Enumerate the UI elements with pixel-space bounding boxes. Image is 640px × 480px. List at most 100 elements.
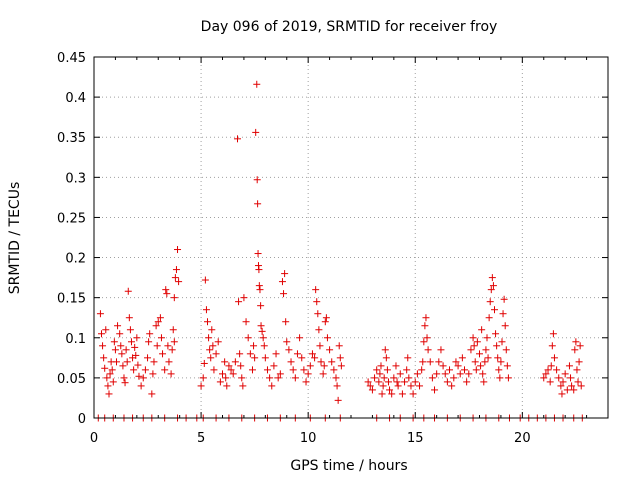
plot-frame <box>93 56 609 419</box>
y-tick-label: 0.3 <box>65 171 86 186</box>
data-point <box>426 358 434 366</box>
data-point <box>270 362 278 370</box>
data-point <box>104 382 112 390</box>
data-point <box>375 378 383 386</box>
data-point <box>204 318 212 326</box>
data-point <box>120 374 128 382</box>
data-point <box>428 374 436 382</box>
data-point <box>96 310 104 318</box>
data-point <box>111 346 119 354</box>
chart-title: Day 096 of 2019, SRMTID for receiver fro… <box>201 19 498 35</box>
data-point <box>573 366 581 374</box>
data-point <box>570 386 578 394</box>
data-point <box>454 362 462 370</box>
data-point <box>575 358 583 366</box>
data-point <box>409 390 417 398</box>
y-tick-label: 0.25 <box>57 211 86 226</box>
data-point <box>419 358 427 366</box>
data-point <box>237 362 245 370</box>
data-point <box>371 374 379 382</box>
data-point <box>557 382 565 390</box>
data-point <box>495 366 503 374</box>
data-point <box>313 298 321 306</box>
data-point <box>124 287 132 295</box>
y-tick-label: 0.45 <box>57 51 86 66</box>
data-point <box>547 362 555 370</box>
data-point <box>484 354 492 362</box>
data-point <box>253 176 261 184</box>
data-point <box>281 270 289 278</box>
data-point <box>116 330 124 338</box>
data-point <box>250 342 258 350</box>
data-point <box>109 378 117 386</box>
data-point <box>150 358 158 366</box>
data-point <box>99 342 107 350</box>
data-point <box>167 370 175 378</box>
data-point <box>461 366 469 374</box>
data-point <box>112 358 120 366</box>
data-point <box>571 346 579 354</box>
data-point <box>170 294 178 302</box>
data-point <box>152 322 160 330</box>
data-point <box>260 342 268 350</box>
data-point <box>174 246 182 254</box>
grid <box>94 57 608 418</box>
y-axis-label: SRMTID / TECUs <box>7 182 23 295</box>
data-point <box>471 358 479 366</box>
data-point <box>280 290 288 298</box>
data-point <box>326 346 334 354</box>
data-point <box>133 334 141 342</box>
data-point <box>396 370 404 378</box>
data-point <box>216 378 224 386</box>
data-point <box>171 274 179 282</box>
data-point <box>101 364 109 372</box>
data-point <box>306 362 314 370</box>
data-point <box>561 370 569 378</box>
data-point <box>320 362 328 370</box>
data-point <box>153 342 161 350</box>
data-point <box>291 374 299 382</box>
y-tick-label: 0.2 <box>65 252 86 267</box>
data-point <box>202 306 210 314</box>
data-point <box>105 390 113 398</box>
data-point <box>172 266 180 274</box>
data-point <box>378 390 386 398</box>
data-point <box>293 350 301 358</box>
data-point <box>443 378 451 386</box>
data-point <box>289 366 297 374</box>
data-point <box>119 362 127 370</box>
data-point <box>122 346 130 354</box>
data-point <box>114 322 122 330</box>
data-point <box>413 370 421 378</box>
data-point <box>492 330 500 338</box>
data-point <box>448 382 456 390</box>
data-point <box>381 346 389 354</box>
data-point <box>149 370 157 378</box>
data-point <box>207 354 215 362</box>
data-point <box>163 290 171 298</box>
data-points <box>94 80 586 422</box>
data-point <box>572 338 580 346</box>
data-point <box>478 326 486 334</box>
data-point <box>162 286 170 294</box>
data-point <box>330 366 338 374</box>
data-point <box>137 382 145 390</box>
data-point <box>145 338 153 346</box>
data-point <box>376 370 384 378</box>
data-point <box>490 306 498 314</box>
data-point <box>161 366 169 374</box>
data-point <box>476 350 483 358</box>
data-point <box>366 382 374 390</box>
data-point <box>328 358 336 366</box>
data-point <box>405 374 413 382</box>
data-point <box>321 318 329 326</box>
data-point <box>131 343 139 351</box>
data-point <box>255 282 263 290</box>
data-point <box>164 342 172 350</box>
data-point <box>257 322 265 330</box>
data-point <box>323 334 331 342</box>
data-point <box>470 342 478 350</box>
data-point <box>298 354 306 362</box>
data-point <box>463 378 471 386</box>
data-point <box>154 318 162 326</box>
